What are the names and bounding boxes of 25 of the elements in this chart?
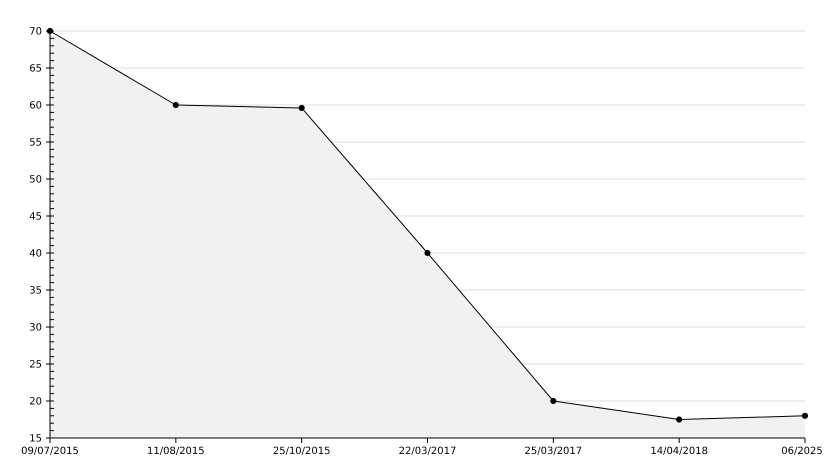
point — [550, 398, 556, 404]
y-tick-label: 35 — [29, 286, 42, 296]
y-tick-label: 55 — [29, 138, 42, 148]
point — [802, 412, 808, 419]
y-tick-label: 40 — [29, 248, 42, 260]
x-tick-label: 22/03/2017 — [398, 446, 456, 457]
y-tick-label: 60 — [29, 100, 42, 112]
x-tick-label: 09/07/2015 — [21, 446, 79, 457]
y-tick-label: 20 — [29, 396, 42, 408]
y-tick-label: 25 — [29, 360, 42, 370]
y-tick-label: 15 — [29, 434, 42, 444]
y-tick-label: 50 — [29, 174, 42, 186]
point — [676, 416, 682, 423]
point — [172, 102, 179, 108]
x-tick-label: 11/08/2015 — [147, 446, 205, 457]
point — [298, 104, 305, 112]
x-tick-label: 14/04/2018 — [650, 446, 708, 457]
x-tick-label: 25/03/2017 — [524, 446, 582, 457]
x-tick-label: 06/2025 — [781, 446, 823, 457]
y-tick-label: 30 — [29, 322, 42, 334]
y-tick-label: 65 — [29, 64, 42, 74]
y-tick-label: 70 — [29, 26, 42, 38]
y-tick-label: 45 — [29, 212, 42, 222]
point — [424, 250, 431, 256]
x-tick-label: 25/10/2015 — [272, 446, 330, 457]
